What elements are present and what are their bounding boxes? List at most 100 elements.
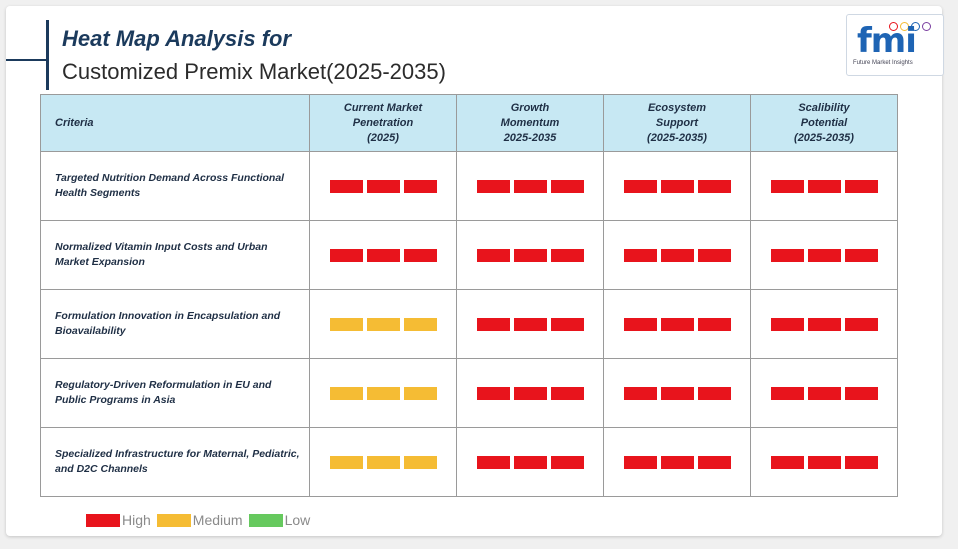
criteria-cell: Formulation Innovation in Encapsulation … [40, 289, 310, 359]
criteria-cell: Targeted Nutrition Demand Across Functio… [40, 151, 310, 221]
heat-bar-medium [403, 317, 437, 331]
heat-bar-high [697, 179, 731, 193]
column-header-text: (2025) [367, 131, 399, 144]
heat-bar-high [844, 248, 878, 262]
heat-cell [603, 289, 751, 359]
heat-bar-high [807, 248, 841, 262]
heat-bar-high [550, 386, 584, 400]
heat-bar-high [844, 455, 878, 469]
heat-bar-high [697, 455, 731, 469]
heat-bar-high [623, 455, 657, 469]
heat-bar-high [366, 179, 400, 193]
heat-bar-high [807, 386, 841, 400]
heat-cell [603, 427, 751, 497]
column-header-text: Growth [510, 101, 550, 114]
column-header: Scalibility Potential (2025-2035) [750, 94, 898, 152]
heat-bar-medium [329, 455, 363, 469]
logo-dots-icon [889, 18, 933, 36]
heat-bar-medium [329, 386, 363, 400]
heat-bar-high [550, 317, 584, 331]
heat-cell [456, 151, 604, 221]
logo-subtitle: Future Market Insights [853, 60, 913, 66]
heat-bar-high [476, 455, 510, 469]
heat-bar-high [329, 248, 363, 262]
column-header-text: Current Market [343, 101, 423, 114]
heat-bar-high [770, 455, 804, 469]
heat-bar-high [550, 248, 584, 262]
heat-cell [750, 151, 898, 221]
heat-cell [456, 220, 604, 290]
criteria-cell: Normalized Vitamin Input Costs and Urban… [40, 220, 310, 290]
heat-cell [309, 151, 457, 221]
heat-cell [309, 358, 457, 428]
column-header-text: 2025-2035 [503, 131, 557, 144]
heat-bar-high [844, 317, 878, 331]
heat-bar-high [807, 317, 841, 331]
heat-bar-high [366, 248, 400, 262]
heat-bar-high [623, 248, 657, 262]
column-header-text: Penetration [352, 116, 414, 129]
heat-bar-high [513, 455, 547, 469]
column-header-text: Potential [800, 116, 848, 129]
column-header-text: (2025-2035) [794, 131, 854, 144]
heat-bar-high [660, 179, 694, 193]
heat-cell [750, 220, 898, 290]
heat-cell [603, 358, 751, 428]
column-header-text: Criteria [55, 116, 94, 129]
heat-map-table: Criteria Current Market Penetration (2025) G… [40, 94, 898, 497]
legend-swatch [248, 513, 283, 527]
table-row: Targeted Nutrition Demand Across Functio… [40, 151, 898, 221]
title-accent-line [6, 59, 46, 61]
table-row: Formulation Innovation in Encapsulation … [40, 289, 898, 359]
legend: High Medium Low [86, 512, 316, 528]
table-header-row: Criteria Current Market Penetration (2025) G… [40, 94, 898, 152]
heat-bar-high [476, 248, 510, 262]
heat-bar-high [770, 386, 804, 400]
legend-label: Low [284, 512, 311, 528]
heat-bar-high [550, 179, 584, 193]
heat-bar-high [403, 248, 437, 262]
heat-cell [750, 427, 898, 497]
fmi-logo: fmi Future Market Insights [846, 14, 944, 76]
criteria-cell: Regulatory-Driven Reformulation in EU an… [40, 358, 310, 428]
column-header: Growth Momentum 2025-2035 [456, 94, 604, 152]
title-line-2: Customized Premix Market(2025-2035) [62, 59, 446, 84]
heat-bar-high [770, 248, 804, 262]
heat-bar-high [844, 179, 878, 193]
heat-bar-medium [366, 455, 400, 469]
table-row: Regulatory-Driven Reformulation in EU an… [40, 358, 898, 428]
legend-swatch [156, 513, 191, 527]
table-row: Normalized Vitamin Input Costs and Urban… [40, 220, 898, 290]
heat-cell [603, 151, 751, 221]
heat-bar-high [513, 248, 547, 262]
legend-label: Medium [192, 512, 243, 528]
heat-bar-high [807, 455, 841, 469]
heat-cell [603, 220, 751, 290]
table-row: Specialized Infrastructure for Maternal,… [40, 427, 898, 497]
column-header-text: Support [655, 116, 699, 129]
heat-bar-high [770, 179, 804, 193]
title-line-1: Heat Map Analysis for [62, 26, 292, 51]
heat-bar-high [476, 386, 510, 400]
heat-bar-high [660, 386, 694, 400]
heat-bar-high [697, 386, 731, 400]
legend-item: Low [248, 512, 311, 528]
heat-bar-high [513, 317, 547, 331]
heat-cell [456, 289, 604, 359]
legend-item: Medium [156, 512, 243, 528]
legend-swatch [86, 513, 120, 527]
heat-cell [309, 427, 457, 497]
column-header-text: (2025-2035) [647, 131, 707, 144]
heat-bar-high [476, 179, 510, 193]
heat-bar-high [770, 317, 804, 331]
heat-bar-high [329, 179, 363, 193]
heat-bar-high [697, 248, 731, 262]
heat-bar-high [550, 455, 584, 469]
legend-item: High [86, 512, 151, 528]
heat-bar-high [403, 179, 437, 193]
heat-bar-high [623, 386, 657, 400]
heat-bar-high [660, 317, 694, 331]
heat-bar-high [623, 179, 657, 193]
heat-cell [750, 358, 898, 428]
legend-label: High [122, 512, 151, 528]
